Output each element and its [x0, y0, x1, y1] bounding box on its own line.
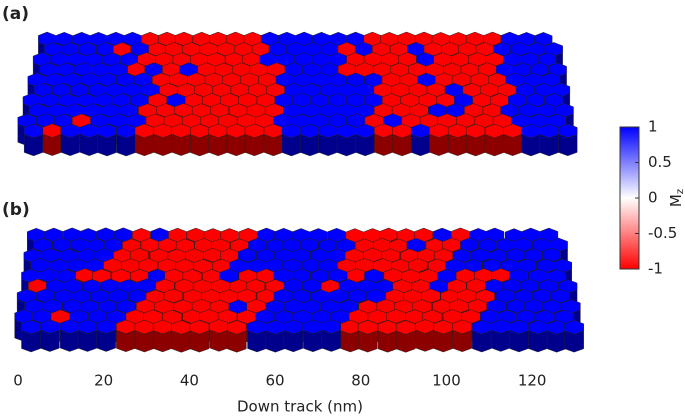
grain	[96, 319, 116, 334]
grain	[189, 320, 210, 335]
colorbar-label-main: M	[667, 194, 685, 207]
grain	[40, 248, 60, 263]
grain	[321, 319, 342, 334]
colorbar-tick-label: -1	[648, 260, 663, 278]
colorbar-tick-label: 1	[648, 118, 658, 136]
grain	[171, 123, 191, 138]
grain	[395, 320, 416, 335]
colorbar-tick-label: 0.5	[648, 153, 672, 171]
panel-label: (a)	[2, 4, 29, 24]
grain	[357, 320, 378, 335]
colorbar-label-sub: z	[675, 189, 685, 194]
grain	[40, 319, 60, 334]
grain	[106, 309, 126, 325]
grain	[283, 319, 304, 335]
grain	[60, 123, 80, 138]
x-tick-label: 60	[266, 372, 285, 390]
grain	[452, 319, 473, 335]
grain-renderings	[14, 31, 584, 353]
grain	[383, 268, 403, 283]
colorbar-tick-label: -0.5	[648, 224, 677, 242]
grain	[209, 319, 229, 334]
x-tick-label: 120	[518, 372, 547, 390]
x-tick-label: 0	[13, 372, 23, 390]
x-tick-label: 40	[180, 372, 199, 390]
x-tick-label: 20	[94, 372, 113, 390]
grain	[97, 123, 117, 139]
x-tick-label: 80	[351, 372, 370, 390]
grain	[415, 319, 435, 334]
x-tick-label: 100	[432, 372, 461, 390]
grain	[302, 278, 322, 293]
panel-label: (b)	[2, 200, 30, 220]
grain	[558, 123, 578, 139]
colorbar-tick-label: 0	[648, 189, 658, 207]
x-axis-label: Down track (nm)	[237, 398, 363, 416]
grain	[237, 247, 257, 263]
colorbar-label: Mz	[667, 189, 685, 207]
grain	[564, 320, 584, 335]
grain	[226, 320, 247, 335]
